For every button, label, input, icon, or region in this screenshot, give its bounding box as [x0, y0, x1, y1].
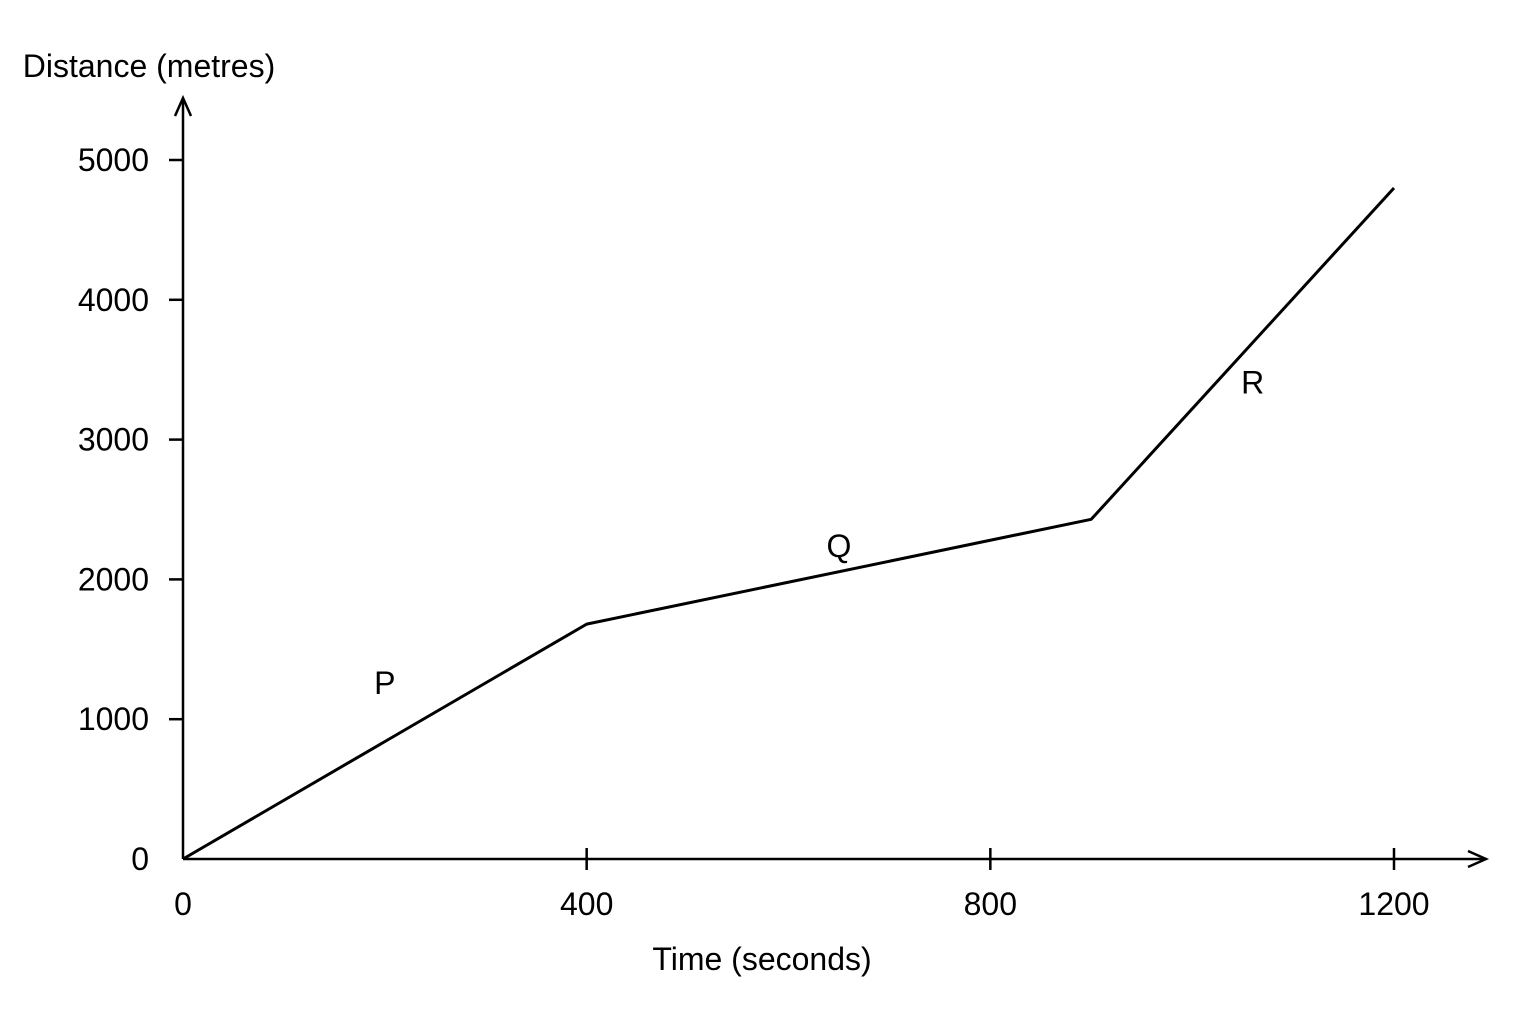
- y-tick-label: 3000: [78, 422, 149, 458]
- y-tick-label: 0: [131, 841, 149, 877]
- x-ticks: 0 400 800 1200: [174, 848, 1430, 922]
- x-tick-label: 1200: [1358, 886, 1429, 922]
- x-tick-label: 800: [964, 886, 1017, 922]
- y-tick-label: 4000: [78, 282, 149, 318]
- segment-labels: P Q R: [374, 364, 1264, 701]
- y-tick-label: 2000: [78, 561, 149, 597]
- x-tick-label: 400: [560, 886, 613, 922]
- x-tick-label: 0: [174, 886, 192, 922]
- distance-series-line: [182, 186, 1396, 861]
- y-axis-label: Distance (metres): [23, 48, 276, 84]
- y-tick-label: 5000: [78, 142, 149, 178]
- series: [182, 186, 1396, 861]
- segment-label-r: R: [1241, 364, 1264, 400]
- y-axis-arrowhead: [173, 94, 193, 117]
- y-tick-label: 1000: [78, 701, 149, 737]
- x-axis-label: Time (seconds): [652, 941, 871, 977]
- x-axis-arrowhead: [1467, 849, 1490, 869]
- y-ticks: 0 1000 2000 3000 4000 5000: [78, 142, 183, 877]
- segment-label-q: Q: [827, 528, 852, 564]
- segment-label-p: P: [374, 665, 395, 701]
- axes: [173, 94, 1490, 869]
